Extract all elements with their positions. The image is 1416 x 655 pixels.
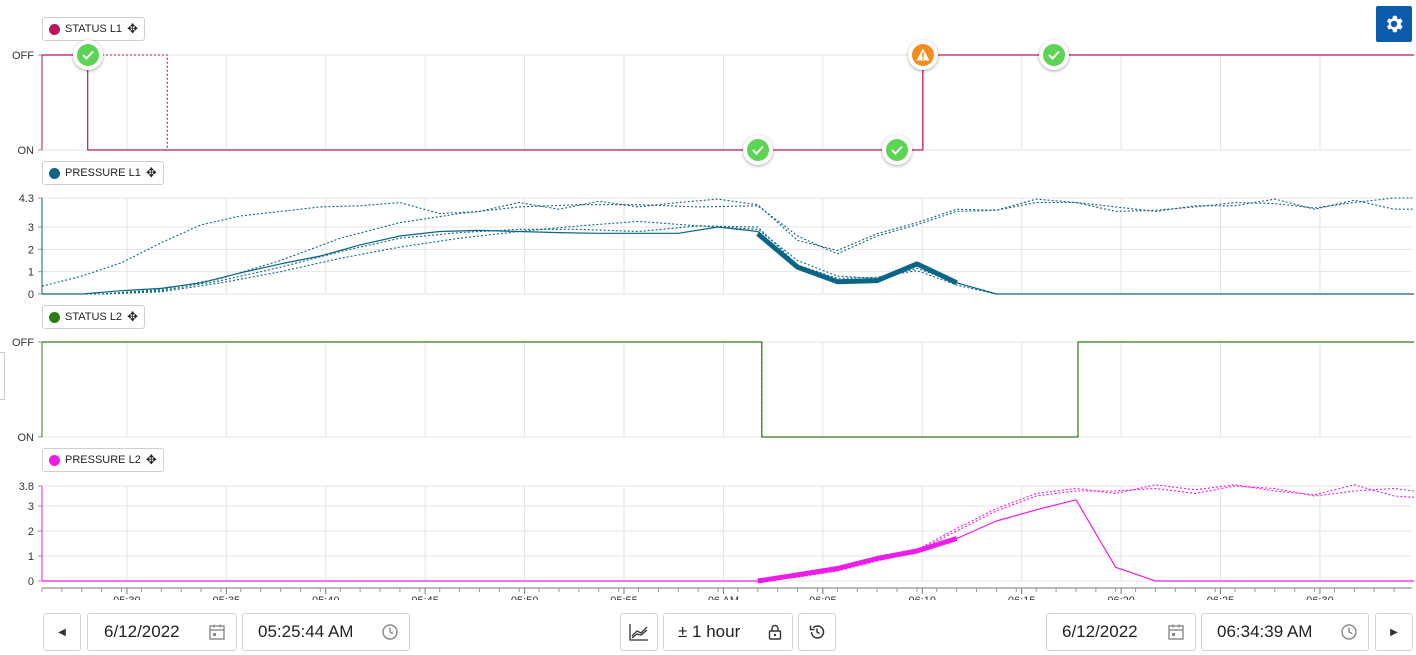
legend-label: PRESSURE L2 [65,454,141,466]
x-tick-label: 06:30 [1306,595,1334,600]
check-icon [1043,44,1066,66]
history-button[interactable] [798,613,836,651]
pressure-l2-color-dot [49,454,60,466]
check-icon [76,44,99,66]
legend-status-l2[interactable]: STATUS L2 ✥ [42,305,145,329]
legend-status-l1[interactable]: STATUS L1 ✥ [42,17,145,41]
calendar-icon[interactable] [1167,623,1185,641]
y-tick-label: 2 [28,244,34,256]
move-icon[interactable]: ✥ [145,165,157,180]
pressure-l1-series-solid-0 [42,226,1414,295]
y-tick-label: 3 [28,222,34,234]
pressure-l1-series-dotted-2 [41,198,1414,287]
pressure-l2-series-solid-0 [42,499,1414,582]
x-tick-label: 06:20 [1107,595,1135,600]
y-tick-label: 0 [28,576,34,588]
ok-event-marker[interactable] [72,40,103,70]
y-tick-label: 4.3 [19,193,34,205]
status-l1-series-dotted-1 [42,54,1414,151]
ok-event-marker[interactable] [1039,40,1070,70]
pressure-l1-series-dotted-5 [42,220,1414,295]
legend-label: PRESSURE L1 [65,167,141,179]
previous-button[interactable]: ◀ [43,613,81,651]
range-value: ± 1 hour [678,622,741,641]
trend-chart-icon [629,624,648,641]
clock-icon[interactable] [381,623,399,641]
status-l1-color-dot [49,23,60,35]
chart-mode-button[interactable] [620,613,658,651]
pressure-l2-series-bold-1 [757,536,958,584]
trend-chart: OFF ON 4.3 3 2 1 0 OFF ON 3.8 3 2 1 0 05:30 05:35 05:40 0… [12,50,1415,600]
side-panel-handle[interactable] [0,352,5,400]
legend-label: STATUS L1 [65,23,123,35]
move-icon[interactable]: ✥ [127,21,138,36]
x-tick-label: 06 AM [708,595,739,600]
pressure-l1-series-dotted-3 [42,197,1414,295]
end-time-field[interactable]: 06:34:39 AM [1201,613,1369,651]
x-tick-label: 05:30 [113,595,141,600]
x-tick-label: 05:55 [610,595,638,600]
start-time-field[interactable]: 05:25:44 AM [242,613,410,651]
pressure-l2-series-dotted-2 [42,484,1415,582]
x-tick-label: 06:05 [809,595,837,600]
ok-event-marker[interactable] [882,135,912,165]
status-l2-color-dot [49,311,60,323]
legend-pressure-l2[interactable]: PRESSURE L2 ✥ [42,448,164,472]
warning-event-marker[interactable] [907,40,938,70]
pressure-l1-series-bold-1 [756,231,958,286]
history-icon [809,625,825,639]
next-button[interactable]: ▶ [1375,613,1413,651]
pressure-l2-series-dotted-3 [42,485,1415,582]
x-tick-label: 06:15 [1008,595,1036,600]
warning-icon [911,44,934,66]
status-l2-series-solid-0 [42,341,1414,438]
start-date-value: 6/12/2022 [104,622,180,641]
pressure-l1-color-dot [49,167,60,179]
caret-left-icon: ◀ [58,626,66,638]
y-tick-label: OFF [12,50,34,62]
end-date-field[interactable]: 6/12/2022 [1046,613,1196,651]
x-tick-label: 06:25 [1207,595,1235,600]
start-time-value: 05:25:44 AM [258,622,354,641]
lock-icon[interactable] [768,624,782,640]
legend-pressure-l1[interactable]: PRESSURE L1 ✥ [42,161,164,185]
move-icon[interactable]: ✥ [145,452,157,467]
move-icon[interactable]: ✥ [127,309,138,324]
y-tick-label: 1 [28,267,34,279]
x-tick-label: 05:50 [511,595,539,600]
end-time-value: 06:34:39 AM [1217,622,1313,641]
caret-right-icon: ▶ [1390,626,1398,638]
x-tick-label: 06:10 [908,595,936,600]
start-date-field[interactable]: 6/12/2022 [87,613,237,651]
check-icon [886,139,908,161]
x-tick-label: 05:35 [213,595,241,600]
y-tick-label: 2 [28,526,34,538]
check-icon [746,139,769,161]
end-date-value: 6/12/2022 [1062,622,1138,641]
ok-event-marker[interactable] [742,135,773,165]
y-tick-label: 1 [28,551,34,563]
status-l1-series-solid-0 [42,54,1414,151]
pressure-l1-series-dotted-4 [42,225,1414,295]
gear-icon [1386,15,1403,33]
clock-icon[interactable] [1340,623,1358,641]
range-selector[interactable]: ± 1 hour [663,613,793,651]
x-tick-label: 05:45 [411,595,439,600]
legend-label: STATUS L2 [65,311,123,323]
y-tick-label: 3 [28,501,34,513]
settings-button[interactable] [1376,6,1412,42]
x-tick-label: 05:40 [312,595,340,600]
y-tick-label: ON [18,432,35,444]
y-tick-label: OFF [12,337,34,349]
y-tick-label: ON [18,145,35,157]
y-tick-label: 0 [28,289,34,301]
y-tick-label: 3.8 [19,481,34,493]
calendar-icon[interactable] [208,623,226,641]
status-l2-series-dotted-1 [42,341,1414,438]
